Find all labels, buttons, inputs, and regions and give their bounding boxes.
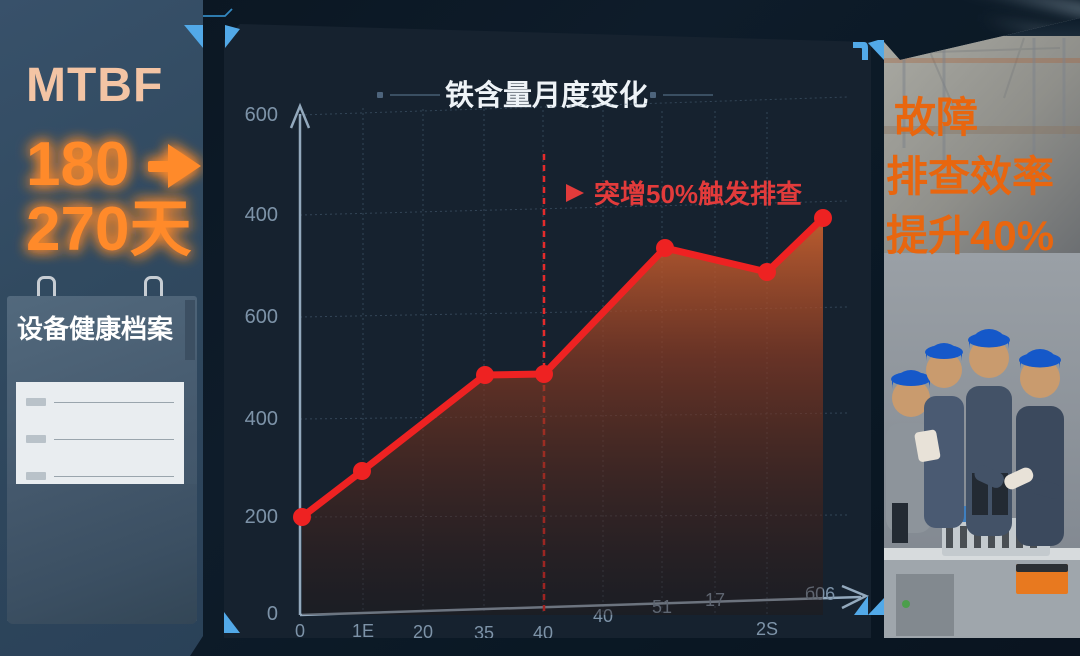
svg-text:400: 400 (245, 408, 278, 430)
svg-text:270天: 270天 (26, 195, 191, 264)
svg-text:180: 180 (26, 130, 129, 199)
svg-text:故障: 故障 (894, 94, 978, 141)
svg-text:600: 600 (245, 104, 278, 126)
svg-text:1E: 1E (352, 621, 374, 638)
svg-text:排查效率: 排查效率 (886, 153, 1054, 200)
svg-text:0: 0 (295, 621, 305, 638)
svg-text:200: 200 (245, 506, 278, 528)
svg-text:600: 600 (245, 306, 278, 328)
svg-text:40: 40 (533, 623, 553, 638)
svg-text:0: 0 (267, 603, 278, 625)
svg-text:400: 400 (245, 204, 278, 226)
svg-text:35: 35 (474, 623, 494, 638)
svg-text:20: 20 (413, 622, 433, 638)
svg-text:2S: 2S (756, 619, 778, 638)
